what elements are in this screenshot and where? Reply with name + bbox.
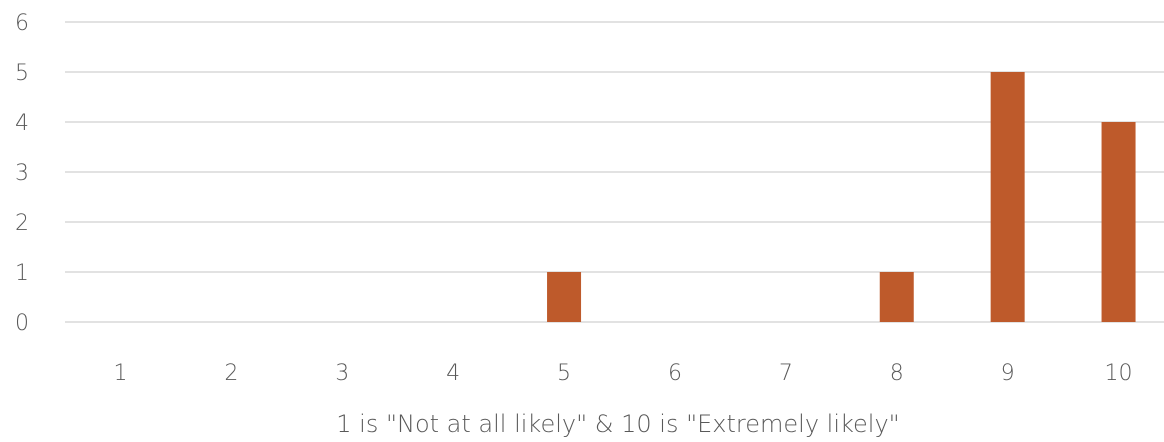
- bar-8: [879, 272, 914, 322]
- x-tick-label: 4: [446, 361, 460, 386]
- x-tick-label: 1: [113, 361, 127, 386]
- x-tick-label: 5: [557, 361, 571, 386]
- x-tick-labels: 1 2 3 4 5 6 7 8 9 10: [113, 361, 1132, 386]
- x-tick-label: 6: [668, 361, 682, 386]
- bar-10: [1101, 122, 1136, 322]
- y-tick-label: 2: [15, 211, 29, 236]
- y-tick-label: 1: [15, 261, 29, 286]
- bar-5: [547, 272, 582, 322]
- bar-9: [990, 72, 1025, 322]
- x-tick-label: 8: [890, 361, 904, 386]
- x-axis-title: 1 is "Not at all likely" & 10 is "Extrem…: [336, 410, 899, 438]
- y-tick-labels: 0 1 2 3 4 5 6: [15, 11, 29, 336]
- y-tick-label: 4: [15, 111, 29, 136]
- x-tick-label: 3: [335, 361, 349, 386]
- y-tick-label: 3: [15, 161, 29, 186]
- y-tick-label: 5: [15, 61, 29, 86]
- x-tick-label: 10: [1105, 361, 1133, 386]
- y-tick-label: 6: [15, 11, 29, 36]
- gridlines: [65, 21, 1164, 323]
- x-tick-label: 2: [224, 361, 238, 386]
- bars: [547, 72, 1136, 322]
- y-tick-label: 0: [15, 311, 29, 336]
- x-tick-label: 7: [779, 361, 793, 386]
- x-tick-label: 9: [1001, 361, 1015, 386]
